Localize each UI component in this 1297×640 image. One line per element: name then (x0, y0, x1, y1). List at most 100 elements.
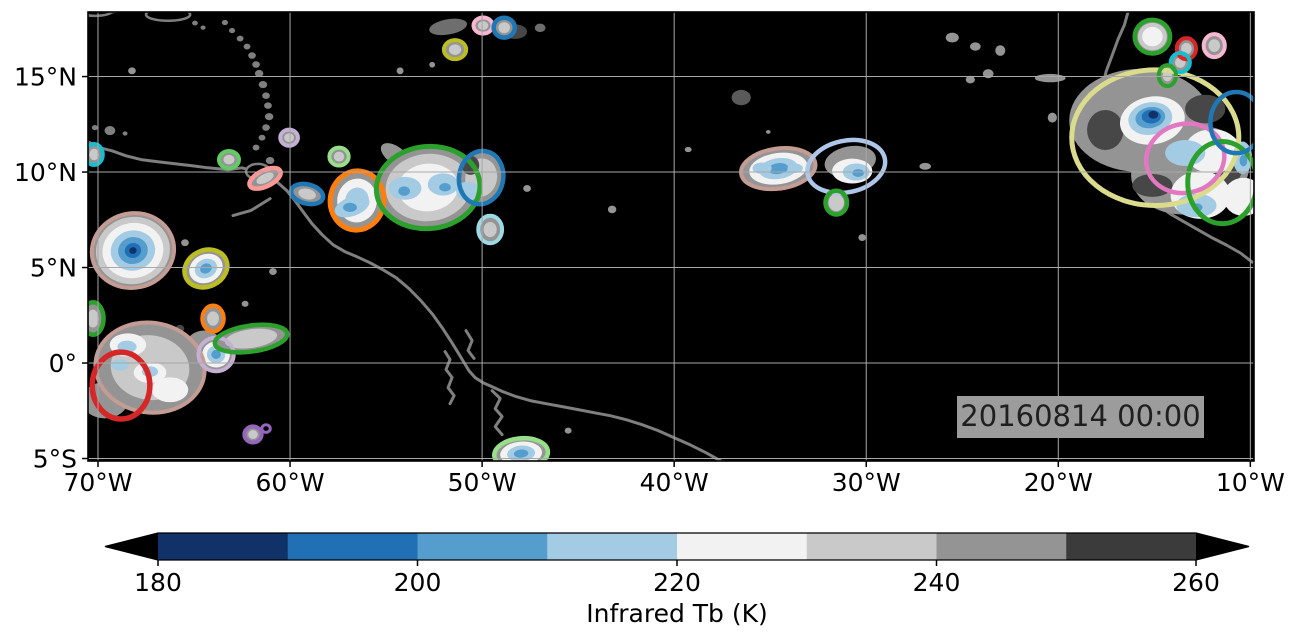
y-tick-label: 15°N (14, 63, 77, 92)
island-dot (264, 102, 272, 109)
axes-spines (87, 11, 1255, 462)
colorbar-segment (287, 533, 419, 560)
cloud-speck (1047, 112, 1057, 123)
cloud-fill (439, 183, 451, 192)
cloud-fill (1132, 173, 1173, 197)
island-dot (228, 27, 236, 34)
cloud-core-layer (498, 22, 511, 34)
y-tick-label: 10°N (14, 158, 77, 187)
island-dot (262, 124, 270, 131)
cloud-fill (787, 163, 803, 173)
x-tick-label: 70°W (63, 468, 132, 497)
cloud-speck (731, 89, 751, 106)
cloud-core-layer (200, 263, 212, 274)
cluster-contour-ring (1132, 17, 1173, 56)
colorbar-tick-label: 200 (394, 568, 442, 597)
cloud-speck (858, 234, 867, 241)
cloud-fill (1034, 73, 1066, 83)
cluster-contour-ring (1168, 51, 1192, 75)
cloud-core-layer (333, 151, 345, 162)
x-tick-label: 40°W (640, 468, 709, 497)
cloud-core-layer (1142, 26, 1163, 47)
cloud-speck (995, 45, 1006, 56)
cluster-contour-ring (805, 137, 888, 196)
cluster-contour-ring (441, 38, 469, 62)
island-dot (221, 19, 229, 26)
cluster-contour-ring (456, 148, 506, 207)
colorbar-tick-label: 260 (1172, 568, 1220, 597)
cloud-fill (343, 202, 357, 212)
colorbar-under-arrow (105, 533, 158, 560)
cluster-contour-ring (373, 143, 483, 232)
cloud-fill (852, 169, 864, 177)
cloud-fill (398, 186, 410, 196)
tracked-cluster-contours (88, 15, 1254, 461)
cluster-contour-ring (89, 211, 177, 290)
cloud-core-layer (248, 430, 258, 439)
island-dot (265, 157, 275, 165)
colorbar-segment (677, 533, 808, 560)
cluster-contour-ring (327, 145, 351, 168)
cluster-contour-ring (88, 141, 105, 167)
island-dot (262, 92, 270, 99)
axis-tick-labels: 70°W 60°W 50°W 40°W 30°W 20°W 10°W 15°N 10°N 5°N 0… (14, 63, 1285, 497)
cluster-contour-ring (88, 300, 106, 338)
cloud-speck (523, 185, 531, 192)
cloud-speck (965, 75, 975, 84)
cloud-speck (969, 42, 981, 51)
coastline-orinoco-branch (231, 197, 272, 218)
colorbar-axis-label: Infrared Tb (K) (586, 599, 768, 628)
island-dot (258, 81, 268, 89)
cluster-contour-ring (200, 303, 226, 334)
colorbar-ticks: 180 200 220 240 260 (134, 560, 1220, 597)
x-tick-label: 10°W (1216, 468, 1285, 497)
cluster-contour-ring (1156, 63, 1179, 89)
cloud-speck (945, 32, 959, 43)
island-dot (254, 69, 264, 78)
cloud-fill (151, 377, 189, 403)
colorbar-tick-label: 240 (913, 568, 961, 597)
coastline-amazon-channel-2 (464, 329, 476, 360)
map-layers (88, 12, 1254, 461)
cloud-fill (1148, 110, 1159, 119)
colorbar-over-arrow (1196, 533, 1249, 560)
colorbar: 180 200 220 240 260 Infrared Tb (K) (104, 532, 1250, 628)
cloud-speck (396, 67, 404, 75)
colorbar-tick-label: 180 (134, 568, 182, 597)
coastline-south-america (88, 140, 724, 461)
cloud-core-layer (223, 154, 235, 165)
island-dot (192, 20, 198, 26)
cluster-contour-ring (1069, 67, 1242, 208)
cloud-speck (429, 61, 436, 68)
cloud-core-layer (256, 172, 274, 185)
cluster-contour-ring (242, 424, 264, 445)
island-dot (243, 43, 251, 50)
cloud-core-layer (1208, 39, 1221, 52)
cluster-contour-ring (247, 165, 283, 191)
cloud-fill (1087, 109, 1124, 151)
island-outline (88, 12, 114, 18)
cloud-fill (429, 18, 468, 36)
island-dot (122, 131, 128, 136)
cloud-fill (1223, 177, 1254, 216)
cloud-speck (607, 205, 617, 214)
cloud-fill (534, 23, 546, 33)
cluster-contour-ring (1185, 138, 1254, 227)
island-dot (200, 25, 206, 30)
cloud-speck (128, 67, 136, 75)
x-tick-label: 50°W (448, 468, 517, 497)
cloud-core-layer (1181, 42, 1192, 55)
timestamp-badge (957, 396, 1204, 438)
island-dot (252, 61, 260, 68)
cloud-speck (684, 146, 692, 153)
cluster-contour-ring (89, 349, 153, 422)
cluster-contour-ring (1201, 32, 1227, 60)
island-dot (104, 126, 116, 136)
cloud-core-layer (89, 148, 99, 161)
cloud-core-layer (129, 247, 137, 254)
cloud-core-layer (211, 349, 221, 359)
cloud-fill (1239, 154, 1248, 167)
colorbar-segment (158, 533, 289, 560)
coastline-amazon-channel-1 (443, 350, 456, 406)
